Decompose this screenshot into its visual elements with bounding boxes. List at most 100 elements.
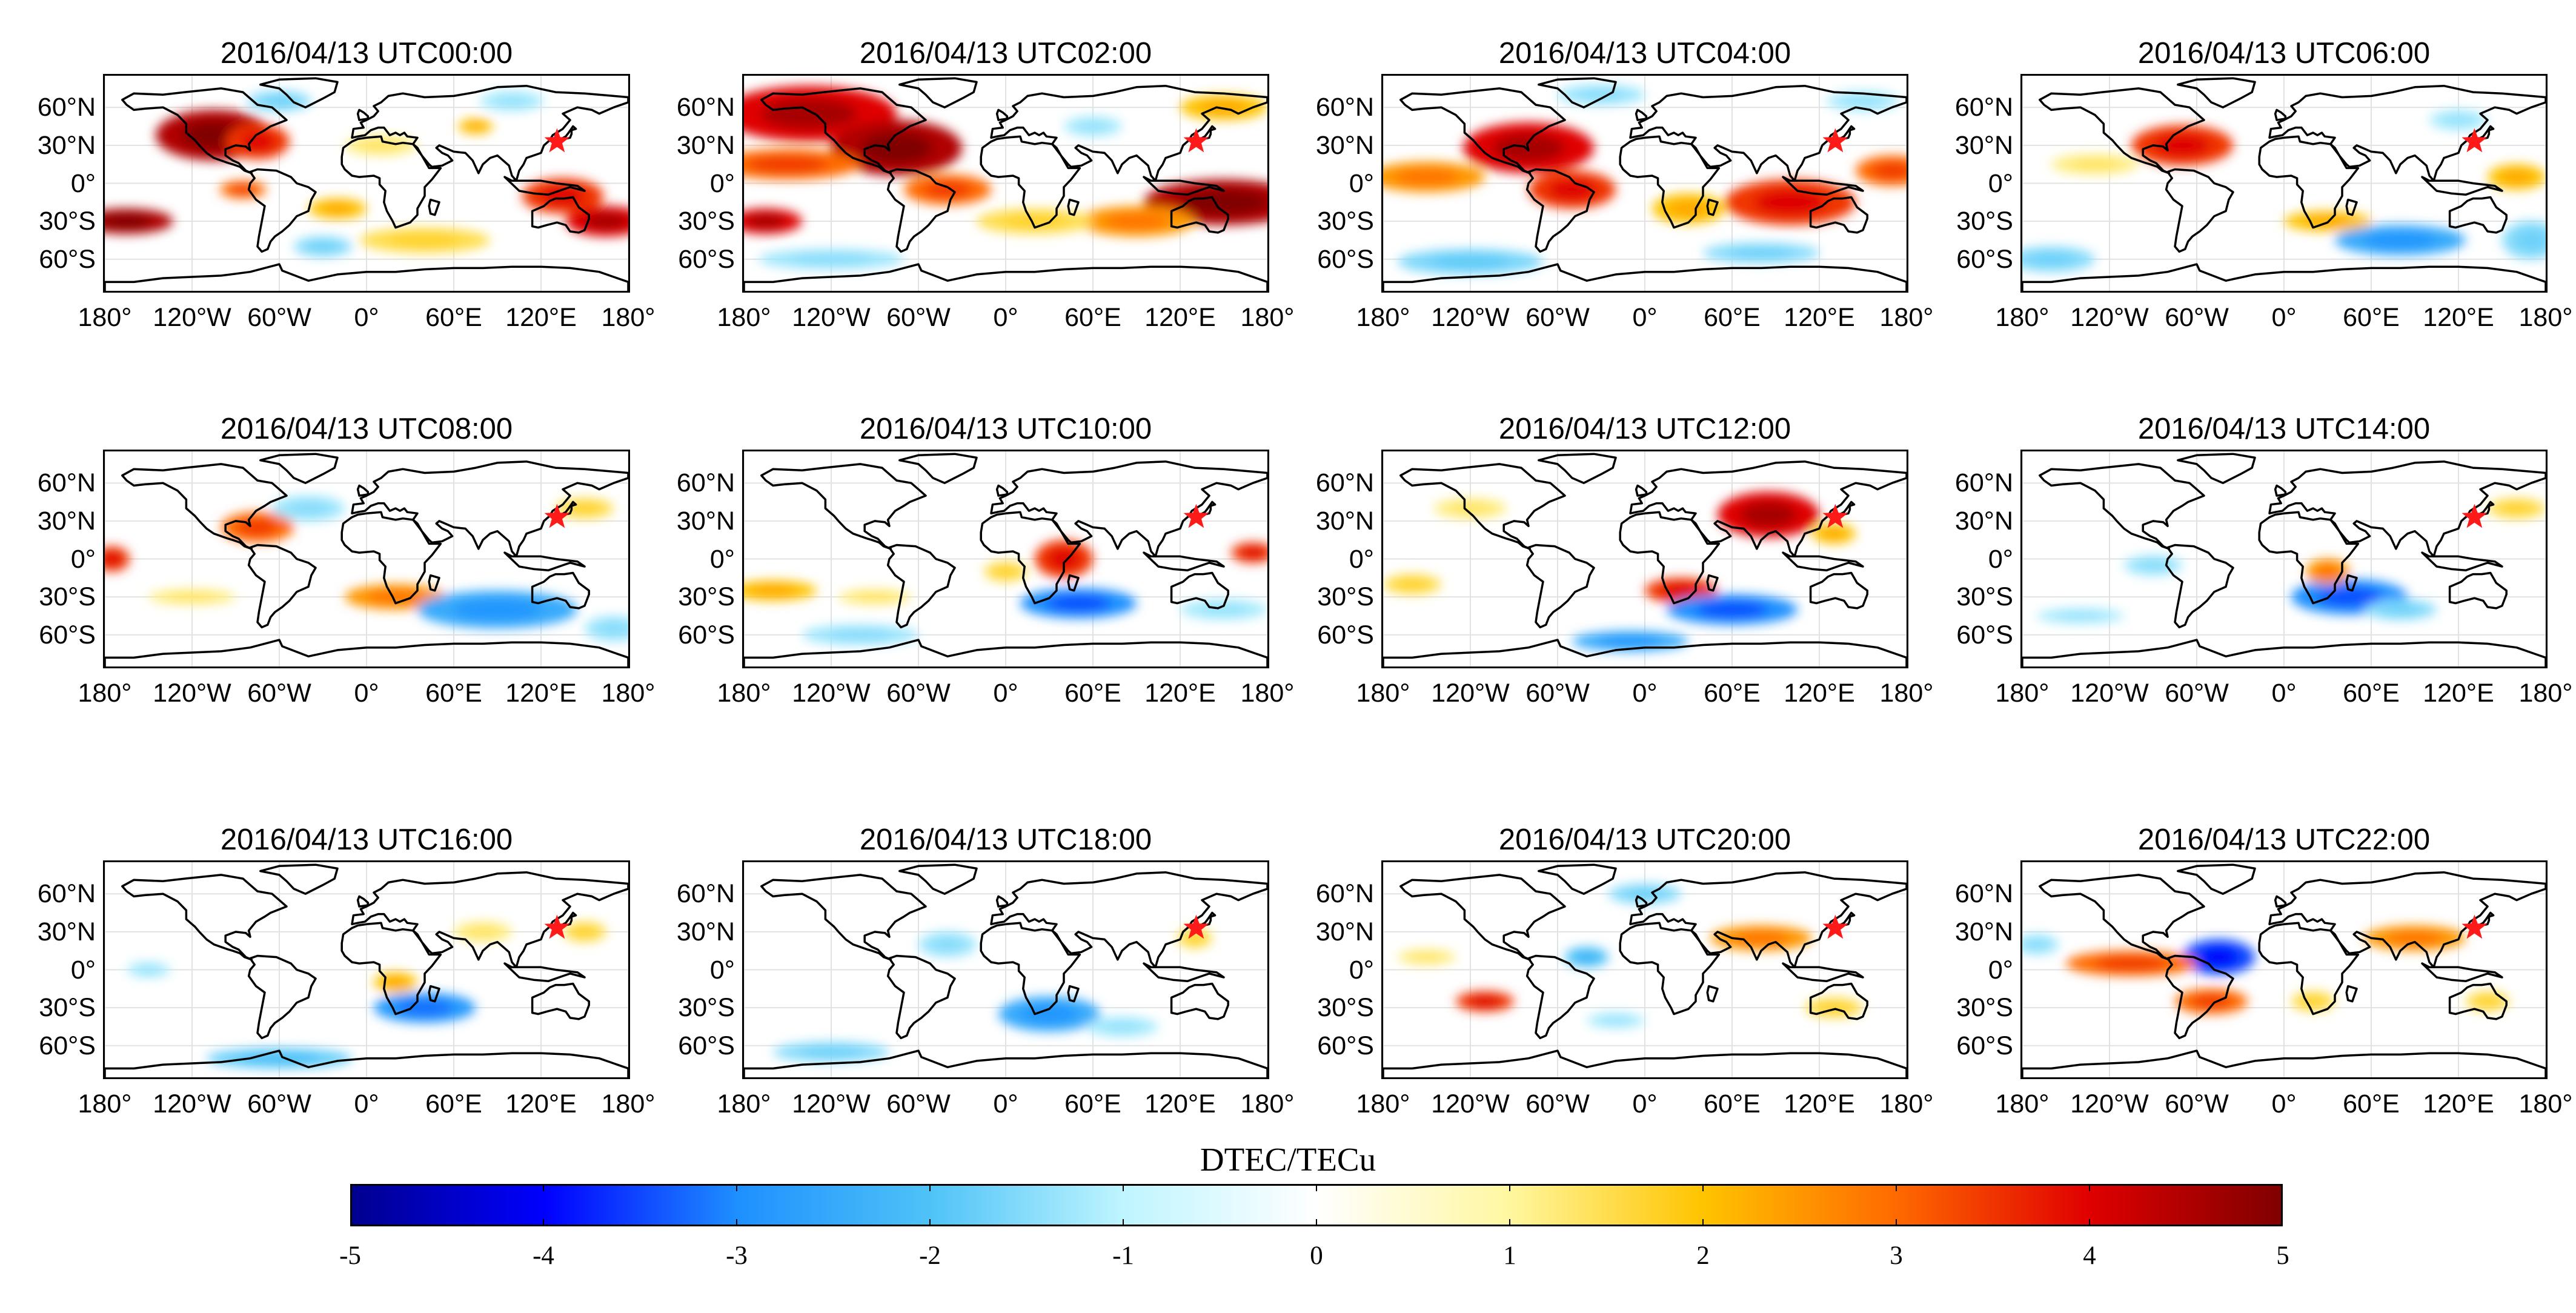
lon-tick-label: 120°E — [1784, 1089, 1855, 1119]
lat-tick-label: 60°N — [37, 93, 96, 122]
lat-tick-label: 30°S — [1956, 993, 2013, 1023]
coastline-madagascar — [2345, 198, 2358, 216]
anomaly-core — [1077, 121, 1109, 132]
lon-tick-label: 120°W — [2070, 303, 2149, 332]
lat-tick-label: 30°N — [1954, 917, 2013, 946]
lon-tick-label: 120°W — [2070, 679, 2149, 708]
lon-tick-label: 60°W — [1525, 303, 1590, 332]
anomaly-core — [105, 552, 122, 566]
lon-tick-label: 120°W — [153, 303, 231, 332]
lon-tick-label: 180° — [1240, 303, 1295, 332]
lon-tick-label: 180° — [1879, 303, 1934, 332]
map-panel: 2016/04/13 UTC04:00 60°N 30°N 0° 30°S 60°S 180… — [1316, 37, 1934, 332]
coastline-indonesia — [1782, 176, 1864, 196]
anomaly-core — [1450, 502, 1490, 514]
anomaly-core — [1200, 100, 1248, 115]
anomaly-core — [746, 214, 786, 228]
anomaly-core — [1668, 200, 1708, 218]
lat-tick-label: 30°S — [39, 582, 96, 612]
lon-tick-label: 180° — [1240, 679, 1295, 708]
lon-tick-label: 180° — [78, 303, 132, 332]
colorbar-tick-label: 1 — [1503, 1242, 1516, 1270]
coastline-uk — [2274, 108, 2287, 121]
lon-tick-label: 120°E — [1144, 679, 1216, 708]
anomaly-core — [1410, 952, 1443, 962]
coastline-eurasia — [351, 460, 628, 558]
lat-tick-label: 30°N — [37, 506, 96, 536]
anomaly-core — [2071, 158, 2119, 170]
coastline-madagascar — [428, 198, 440, 216]
lon-tick-label: 60°E — [1064, 1089, 1121, 1119]
lat-tick-label: 0° — [1349, 168, 1374, 198]
coastline-uk — [1635, 108, 1648, 121]
lon-tick-label: 120°W — [153, 1089, 231, 1119]
anomaly-core — [573, 926, 597, 938]
coastline-africa — [980, 511, 1081, 605]
coastline-uk — [995, 484, 1009, 497]
anomaly-core — [791, 253, 871, 265]
coastline-greenland — [1538, 77, 1617, 108]
lon-tick-label: 60°E — [2343, 303, 2400, 332]
coastline-greenland — [259, 77, 339, 108]
lon-tick-label: 180° — [1995, 679, 2050, 708]
lat-tick-label: 30°S — [678, 993, 735, 1023]
lat-tick-label: 60°S — [39, 244, 96, 274]
coastline-eurasia — [990, 460, 1267, 558]
lon-tick-label: 60°W — [886, 679, 951, 708]
lon-tick-label: 0° — [1632, 1089, 1658, 1119]
coastline-south-america — [1525, 168, 1595, 253]
coastline-eurasia — [990, 871, 1267, 969]
lat-tick-label: 30°N — [37, 917, 96, 946]
coastline-antarctica — [105, 263, 628, 291]
lon-tick-label: 120°E — [1144, 1089, 1216, 1119]
anomaly-core — [923, 181, 972, 198]
panel-title: 2016/04/13 UTC22:00 — [2137, 823, 2431, 856]
lat-tick-label: 30°N — [1315, 506, 1374, 536]
anomaly-core — [568, 502, 601, 514]
lon-tick-label: 60°W — [247, 303, 311, 332]
dtec-anomaly-layer — [2022, 925, 2509, 1014]
coastline-uk — [995, 895, 1009, 908]
map-svg — [105, 76, 628, 291]
anomaly-core — [105, 214, 153, 228]
anomaly-core — [855, 593, 895, 602]
lon-tick-label: 180° — [78, 679, 132, 708]
coastline-north-america — [760, 463, 927, 550]
anomaly-core — [168, 593, 216, 602]
lon-tick-label: 180° — [1356, 303, 1410, 332]
lat-tick-label: 30°N — [1954, 506, 2013, 536]
coastline-eurasia — [1629, 460, 1907, 558]
anomaly-core — [1729, 247, 1793, 259]
lon-tick-label: 180° — [2518, 303, 2573, 332]
coastline-greenland — [2177, 863, 2256, 895]
anomaly-core — [261, 95, 297, 107]
coastline-north-america — [1399, 87, 1566, 175]
coastline-madagascar — [2345, 985, 2358, 1003]
lat-tick-label: 30°N — [676, 130, 735, 160]
anomaly-core — [828, 629, 892, 640]
coastline-madagascar — [1067, 574, 1080, 592]
colorbar-tick-label: 0 — [1310, 1242, 1323, 1270]
lat-tick-label: 0° — [70, 955, 96, 985]
colorbar-tick-mark — [1896, 1184, 1897, 1191]
lon-tick-label: 60°E — [2343, 1089, 2400, 1119]
colorbar-tick-label: -3 — [726, 1242, 748, 1270]
anomaly-core — [1003, 214, 1067, 228]
epicenter-star-icon — [2461, 504, 2488, 528]
coastline-greenland — [259, 453, 339, 484]
anomaly-core — [2364, 231, 2437, 249]
coastline-africa — [1619, 511, 1721, 605]
coastline-africa — [1619, 922, 1721, 1015]
anomaly-core — [1575, 951, 1599, 963]
anomaly-core — [1548, 179, 1596, 201]
anomaly-core — [2199, 947, 2239, 967]
epicenter-star-icon — [1822, 914, 1848, 939]
coastline-south-america — [886, 543, 956, 629]
lon-tick-label: 120°E — [1144, 303, 1216, 332]
lon-tick-label: 120°E — [1784, 303, 1855, 332]
map-svg — [2022, 76, 2546, 291]
lon-tick-label: 120°E — [505, 1089, 577, 1119]
lon-tick-label: 60°E — [2343, 679, 2400, 708]
anomaly-core — [466, 122, 485, 131]
lat-tick-label: 60°S — [1956, 620, 2013, 650]
